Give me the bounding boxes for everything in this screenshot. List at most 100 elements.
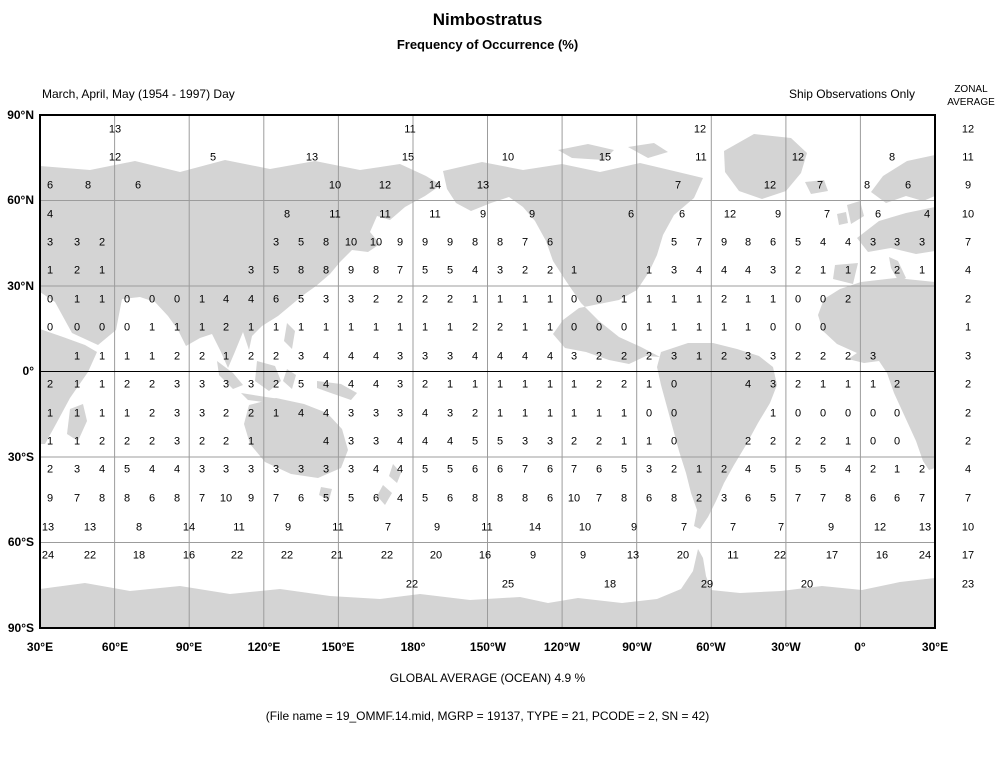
grid-value: 4 xyxy=(396,435,404,448)
grid-value: 1 xyxy=(595,407,603,420)
grid-value: 5 xyxy=(421,463,429,476)
grid-value: 21 xyxy=(330,549,344,562)
grid-value: 11 xyxy=(404,123,416,136)
grid-value: 3 xyxy=(347,293,355,306)
grid-value: 3 xyxy=(222,463,230,476)
grid-value: 1 xyxy=(98,293,106,306)
grid-value: 10 xyxy=(567,492,581,505)
grid-value: 4 xyxy=(446,435,454,448)
grid-value: 7 xyxy=(73,492,81,505)
grid-value: 1 xyxy=(148,321,156,334)
grid-value: 3 xyxy=(372,435,380,448)
grid-value: 1 xyxy=(272,407,280,420)
grid-value: 22 xyxy=(280,549,294,562)
grid-value: 12 xyxy=(108,151,122,164)
grid-value: 3 xyxy=(446,407,454,420)
grid-value: 1 xyxy=(123,350,131,363)
grid-value: 7 xyxy=(674,179,682,192)
grid-value: 0 xyxy=(620,321,628,334)
grid-value: 4 xyxy=(322,350,330,363)
grid-value: 7 xyxy=(521,463,529,476)
grid-value: 3 xyxy=(347,435,355,448)
grid-value: 2 xyxy=(695,492,703,505)
page-title: Nimbostratus xyxy=(432,10,543,29)
grid-value: 12 xyxy=(791,151,805,164)
grid-value: 5 xyxy=(471,435,479,448)
grid-value: 11 xyxy=(332,521,344,534)
grid-value: 1 xyxy=(844,378,852,391)
zonal-average-value: 10 xyxy=(961,521,975,534)
grid-value: 6 xyxy=(893,492,901,505)
grid-value: 4 xyxy=(744,264,752,277)
grid-value: 6 xyxy=(496,463,504,476)
grid-value: 7 xyxy=(816,179,824,192)
grid-value: 5 xyxy=(297,378,305,391)
grid-value: 9 xyxy=(396,236,404,249)
grid-value: 4 xyxy=(720,264,728,277)
map-border xyxy=(39,114,936,629)
grid-value: 7 xyxy=(777,521,785,534)
grid-value: 4 xyxy=(496,350,504,363)
zonal-average-value: 7 xyxy=(964,492,972,505)
grid-value: 9 xyxy=(529,549,537,562)
grid-value: 2 xyxy=(46,378,54,391)
global-average-label: GLOBAL AVERAGE (OCEAN) 4.9 % xyxy=(389,671,586,685)
grid-value: 1 xyxy=(670,293,678,306)
grid-value: 6 xyxy=(869,492,877,505)
grid-value: 8 xyxy=(888,151,896,164)
grid-value: 2 xyxy=(396,293,404,306)
grid-value: 2 xyxy=(46,463,54,476)
grid-value: 12 xyxy=(378,179,392,192)
grid-value: 1 xyxy=(645,293,653,306)
grid-value: 1 xyxy=(272,321,280,334)
grid-value: 6 xyxy=(769,236,777,249)
grid-value: 5 xyxy=(421,264,429,277)
grid-value: 6 xyxy=(297,492,305,505)
grid-value: 4 xyxy=(247,293,255,306)
grid-value: 9 xyxy=(720,236,728,249)
lon-axis-tick: 60°E xyxy=(101,640,129,654)
grid-value: 4 xyxy=(322,407,330,420)
grid-value: 3 xyxy=(769,350,777,363)
grid-value: 8 xyxy=(844,492,852,505)
grid-value: 1 xyxy=(620,435,628,448)
grid-value: 2 xyxy=(222,321,230,334)
grid-value: 9 xyxy=(579,549,587,562)
grid-value: 13 xyxy=(41,521,55,534)
grid-value: 22 xyxy=(230,549,244,562)
grid-value: 1 xyxy=(496,378,504,391)
grid-value: 3 xyxy=(297,463,305,476)
grid-value: 12 xyxy=(873,521,887,534)
grid-value: 1 xyxy=(695,350,703,363)
grid-value: 9 xyxy=(421,236,429,249)
grid-value: 3 xyxy=(869,236,877,249)
grid-value: 13 xyxy=(305,151,319,164)
grid-value: 1 xyxy=(645,378,653,391)
grid-value: 4 xyxy=(297,407,305,420)
grid-value: 6 xyxy=(627,208,635,221)
grid-value: 0 xyxy=(123,293,131,306)
grid-value: 1 xyxy=(546,407,554,420)
grid-value: 17 xyxy=(825,549,839,562)
grid-value: 8 xyxy=(322,264,330,277)
grid-value: 7 xyxy=(823,208,831,221)
grid-value: 8 xyxy=(98,492,106,505)
grid-value: 14 xyxy=(182,521,196,534)
zonal-average-value: 23 xyxy=(961,578,975,591)
grid-value: 2 xyxy=(794,435,802,448)
grid-value: 4 xyxy=(98,463,106,476)
grid-value: 8 xyxy=(297,264,305,277)
grid-value: 3 xyxy=(322,463,330,476)
grid-value: 6 xyxy=(546,236,554,249)
grid-value: 6 xyxy=(134,179,142,192)
grid-value: 2 xyxy=(620,378,628,391)
grid-value: 1 xyxy=(570,378,578,391)
grid-value: 4 xyxy=(372,350,380,363)
grid-value: 3 xyxy=(521,435,529,448)
grid-value: 1 xyxy=(620,293,628,306)
grid-value: 8 xyxy=(496,492,504,505)
grid-value: 1 xyxy=(844,264,852,277)
grid-value: 1 xyxy=(98,407,106,420)
grid-value: 2 xyxy=(372,293,380,306)
